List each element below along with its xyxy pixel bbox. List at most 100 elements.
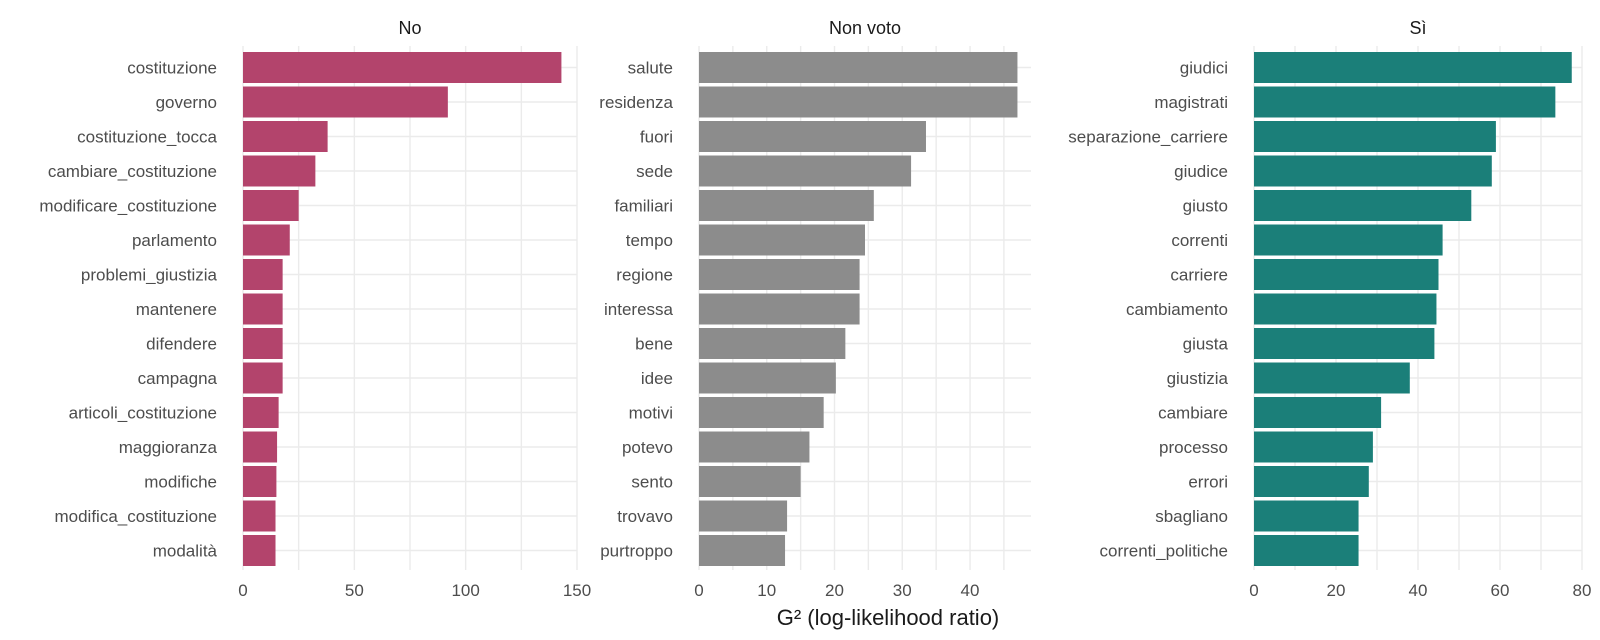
category-label: interessa [604, 300, 674, 319]
bar [243, 86, 448, 118]
bar [1254, 52, 1572, 83]
bar [699, 397, 824, 428]
category-label: bene [635, 335, 673, 354]
category-label: purtroppo [600, 542, 673, 561]
panel-title: Non voto [829, 18, 901, 38]
category-label: governo [156, 93, 217, 112]
bar [699, 86, 1018, 118]
bar [243, 224, 290, 256]
category-label: cambiare [1158, 404, 1228, 423]
x-tick-label: 0 [694, 581, 703, 600]
bar [243, 52, 562, 83]
category-label: modifica_costituzione [54, 507, 217, 526]
bar [699, 466, 801, 497]
category-label: giusta [1183, 335, 1229, 354]
category-label: costituzione [127, 59, 217, 78]
bar [1254, 397, 1382, 428]
bar [1254, 328, 1435, 359]
bar [243, 535, 276, 566]
category-label: giudice [1174, 162, 1228, 181]
category-label: magistrati [1154, 93, 1228, 112]
category-label: giustizia [1167, 369, 1229, 388]
bar [243, 259, 283, 290]
bar [699, 52, 1018, 83]
category-label: residenza [599, 93, 673, 112]
bar [1254, 224, 1443, 256]
bar [243, 362, 283, 394]
panel-title: Sì [1409, 18, 1426, 38]
x-tick-label: 10 [757, 581, 776, 600]
category-label: correnti [1171, 231, 1228, 250]
bar [243, 155, 316, 187]
x-tick-label: 0 [1249, 581, 1258, 600]
bar [1254, 86, 1556, 118]
category-label: tempo [626, 231, 673, 250]
panel-title: No [398, 18, 421, 38]
category-label: sede [636, 162, 673, 181]
category-label: errori [1188, 473, 1228, 492]
x-tick-label: 30 [893, 581, 912, 600]
bar [243, 328, 283, 359]
bar [1254, 500, 1359, 532]
bar [1254, 259, 1439, 290]
bar [1254, 362, 1410, 394]
bar [699, 293, 860, 325]
category-label: maggioranza [119, 438, 218, 457]
category-label: cambiamento [1126, 300, 1228, 319]
category-label: cambiare_costituzione [48, 162, 217, 181]
category-label: potevo [622, 438, 673, 457]
x-tick-label: 60 [1491, 581, 1510, 600]
x-tick-label: 80 [1573, 581, 1592, 600]
bar [1254, 431, 1373, 463]
category-label: modifiche [144, 473, 217, 492]
category-label: fuori [640, 128, 673, 147]
x-tick-label: 50 [345, 581, 364, 600]
bar [243, 500, 276, 532]
category-label: problemi_giustizia [81, 266, 218, 285]
category-label: modalità [153, 542, 218, 561]
bar [699, 500, 788, 532]
category-label: salute [628, 59, 673, 78]
category-label: sbagliano [1155, 507, 1228, 526]
category-label: processo [1159, 438, 1228, 457]
bar [243, 431, 278, 463]
bar [1254, 190, 1472, 221]
category-label: campagna [138, 369, 218, 388]
bar [1254, 121, 1496, 152]
bar [699, 535, 786, 566]
bar [699, 155, 912, 187]
x-tick-label: 150 [563, 581, 591, 600]
x-tick-label: 100 [451, 581, 479, 600]
category-label: giudici [1180, 59, 1228, 78]
bar [243, 121, 328, 152]
x-axis-title: G² (log-likelihood ratio) [777, 605, 1000, 630]
category-label: mantenere [136, 300, 217, 319]
bar [243, 466, 277, 497]
category-label: motivi [629, 404, 673, 423]
bar [1254, 535, 1359, 566]
category-label: idee [641, 369, 673, 388]
category-label: sento [631, 473, 673, 492]
bar [1254, 466, 1369, 497]
x-tick-label: 20 [1327, 581, 1346, 600]
bar [699, 259, 860, 290]
bar [1254, 155, 1492, 187]
bar [699, 121, 926, 152]
category-label: parlamento [132, 231, 217, 250]
bar [699, 328, 846, 359]
bar [699, 190, 874, 221]
x-tick-label: 20 [825, 581, 844, 600]
bar [243, 190, 299, 221]
category-label: carriere [1170, 266, 1228, 285]
bar [699, 224, 865, 256]
x-tick-label: 40 [1409, 581, 1428, 600]
x-tick-label: 40 [961, 581, 980, 600]
category-label: costituzione_tocca [77, 128, 217, 147]
category-label: difendere [146, 335, 217, 354]
category-label: articoli_costituzione [69, 404, 217, 423]
category-label: trovavo [617, 507, 673, 526]
bar [1254, 293, 1437, 325]
category-label: separazione_carriere [1068, 128, 1228, 147]
bar [699, 362, 836, 394]
x-tick-label: 0 [238, 581, 247, 600]
